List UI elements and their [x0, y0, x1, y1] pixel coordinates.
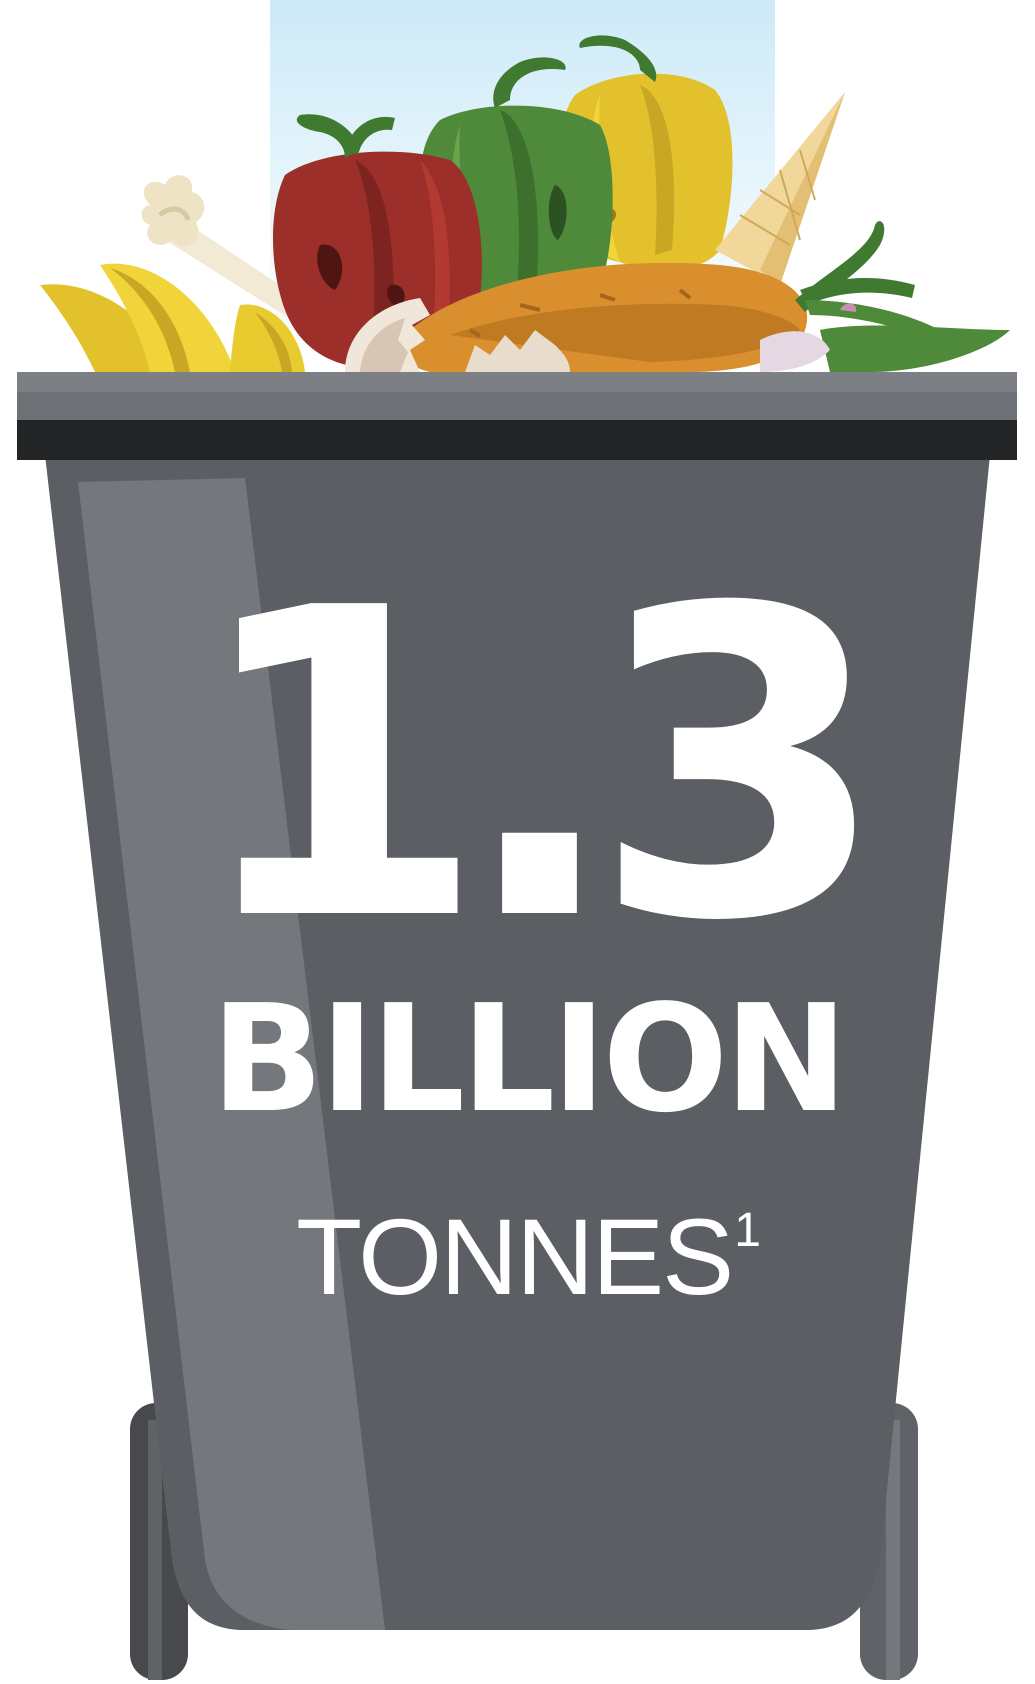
statistic-unit-text: TONNES — [296, 1196, 734, 1317]
bin-highlight — [78, 478, 385, 1630]
statistic-value: 1.3 — [191, 520, 888, 1014]
ice-cream-cone-icon — [715, 92, 845, 285]
statistic-scale: BILLION — [210, 973, 848, 1145]
carrot-icon — [401, 262, 808, 372]
statistic-unit: TONNES1 — [10, 1203, 1035, 1311]
eggshell-icon — [345, 298, 570, 372]
leaf-icon — [760, 221, 1010, 372]
banana-peel-icon — [40, 263, 305, 372]
food-pile — [40, 35, 1010, 372]
footnote-marker: 1 — [734, 1204, 761, 1257]
bone-icon — [141, 175, 310, 325]
bin-rim-band — [17, 420, 1017, 460]
